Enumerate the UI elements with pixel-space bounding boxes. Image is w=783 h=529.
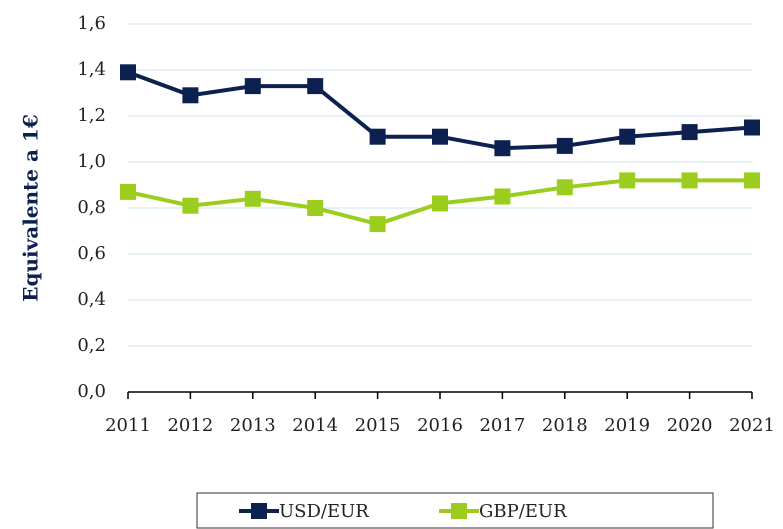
marker (244, 190, 261, 207)
y-tick-label: 1,4 (77, 59, 106, 80)
x-tick-label: 2017 (479, 415, 525, 436)
marker (744, 119, 760, 136)
marker (369, 216, 386, 233)
marker (369, 128, 386, 145)
marker (307, 200, 324, 216)
marker (432, 195, 448, 212)
y-tick-label: 1,2 (77, 105, 106, 126)
marker (494, 140, 511, 157)
legend-marker (251, 503, 267, 519)
marker (182, 87, 199, 104)
y-tick-label: 0,4 (77, 289, 106, 310)
y-tick-label: 0,0 (77, 381, 106, 402)
x-tick-label: 2019 (604, 415, 650, 436)
x-tick-label: 2012 (167, 415, 213, 436)
marker (619, 128, 636, 145)
legend-label: GBP/EUR (479, 501, 567, 522)
marker (556, 179, 573, 196)
y-tick-label: 0,8 (77, 197, 106, 218)
x-tick-label: 2013 (230, 415, 276, 436)
marker (494, 188, 511, 205)
y-tick-label: 0,6 (77, 243, 106, 264)
x-tick-label: 2020 (667, 415, 713, 436)
x-tick-label: 2011 (105, 415, 151, 436)
legend-label: USD/EUR (279, 501, 369, 522)
marker (556, 137, 573, 154)
y-axis-label: Equivalente a 1€ (19, 114, 43, 302)
y-tick-label: 0,2 (77, 335, 106, 356)
marker (244, 78, 261, 95)
marker (681, 124, 698, 141)
marker (744, 172, 760, 189)
y-tick-label: 1,0 (77, 151, 106, 172)
x-tick-label: 2016 (417, 415, 463, 436)
marker (307, 78, 324, 95)
legend-marker (451, 503, 467, 519)
marker (681, 172, 698, 189)
marker (182, 197, 199, 214)
marker (120, 183, 136, 200)
marker (120, 64, 136, 81)
marker (432, 128, 448, 145)
x-tick-label: 2021 (729, 415, 775, 436)
x-tick-label: 2014 (292, 415, 338, 436)
x-tick-label: 2018 (542, 415, 588, 436)
x-tick-label: 2015 (355, 415, 401, 436)
y-tick-label: 1,6 (77, 13, 106, 34)
marker (619, 172, 636, 189)
